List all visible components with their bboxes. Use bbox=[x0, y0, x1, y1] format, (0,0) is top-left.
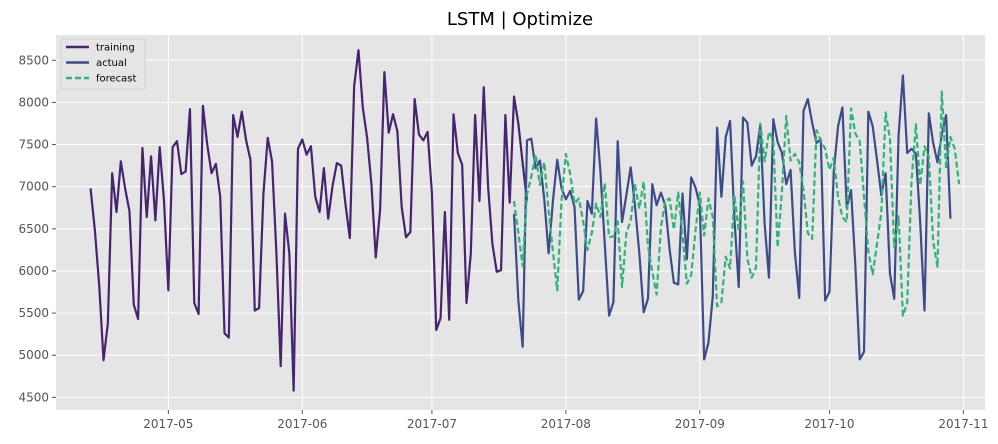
series-layer bbox=[89, 49, 961, 392]
legend-box bbox=[60, 38, 146, 90]
x-tick-label: 2017-07 bbox=[407, 417, 457, 431]
x-tick-label: 2017-10 bbox=[804, 417, 854, 431]
series-line-actual bbox=[512, 74, 952, 361]
series-line-forecast bbox=[512, 90, 961, 317]
y-tick-label: 8000 bbox=[18, 95, 49, 109]
plot-background bbox=[56, 35, 985, 410]
x-tick-label: 2017-09 bbox=[675, 417, 725, 431]
x-tick-label: 2017-05 bbox=[143, 417, 193, 431]
legend-label-forecast: forecast bbox=[96, 74, 137, 85]
y-tick-label: 7500 bbox=[18, 138, 49, 152]
y-tick-label: 7000 bbox=[18, 180, 49, 194]
legend: training actual forecast bbox=[60, 38, 146, 90]
y-tick-label: 6000 bbox=[18, 264, 49, 278]
legend-label-actual: actual bbox=[96, 58, 127, 69]
y-tick-label: 8500 bbox=[18, 53, 49, 67]
y-axis-ticks: 4500 5000 5500 6000 6500 7000 7500 8000 8500 bbox=[18, 53, 56, 404]
x-tick-label: 2017-08 bbox=[541, 417, 591, 431]
x-tick-label: 2017-06 bbox=[277, 417, 327, 431]
x-axis-ticks: 2017-05 2017-06 2017-07 2017-08 2017-09 2017-… bbox=[143, 410, 988, 431]
legend-label-training: training bbox=[96, 43, 135, 54]
series-line-training bbox=[89, 49, 529, 392]
y-tick-label: 5500 bbox=[18, 306, 49, 320]
y-tick-label: 5000 bbox=[18, 348, 49, 362]
y-tick-label: 6500 bbox=[18, 222, 49, 236]
chart-title: LSTM | Optimize bbox=[447, 9, 593, 30]
x-tick-label: 2017-11 bbox=[938, 417, 988, 431]
y-tick-label: 4500 bbox=[18, 390, 49, 404]
